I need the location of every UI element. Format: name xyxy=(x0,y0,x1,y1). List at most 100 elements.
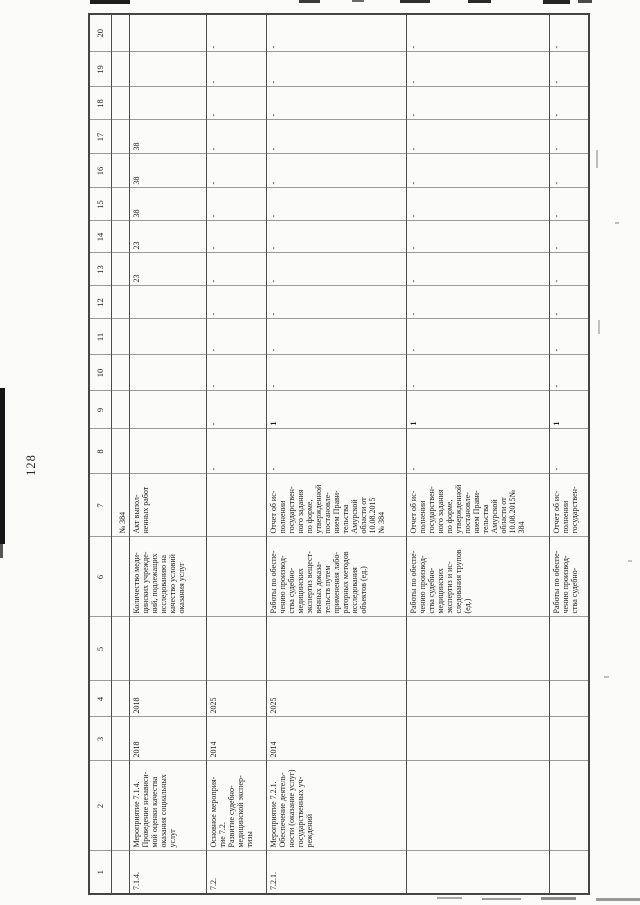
cell-row-7-2-1-col8: - xyxy=(266,429,406,474)
column-header-13: 13 xyxy=(89,253,111,286)
column-header-2: 2 xyxy=(89,761,111,851)
cell-row-7-2-col4: 2025 xyxy=(206,681,266,717)
column-header-17: 17 xyxy=(89,120,111,154)
cell-row-work-cut-col13: - xyxy=(549,253,589,286)
cell-row-work-trupov-col6: Работы по обеспе- чению производ- ства с… xyxy=(406,537,549,617)
cell-row-7-1-4-col12 xyxy=(129,286,206,319)
cell-row-7-2-col15: - xyxy=(206,188,266,221)
cell-row-continuation-col12 xyxy=(111,286,129,319)
cell-row-work-cut-col4 xyxy=(549,681,589,717)
cell-row-7-2-col13: - xyxy=(206,253,266,286)
cell-row-7-2-1-col19: - xyxy=(266,52,406,87)
cell-row-7-2-1-col1: 7.2.1. xyxy=(266,851,406,894)
cell-row-7-1-4-col1: 7.1.4. xyxy=(129,851,206,894)
column-header-9: 9 xyxy=(89,391,111,429)
program-schedule-table: 1 2 3 4 5 6 7 8 9 10 11 12 13 14 15 16 17 18 19 20 № 384 7.1.… xyxy=(88,13,590,895)
cell-row-work-cut-col6: Работы по обеспе- чению производ- ства с… xyxy=(549,537,589,617)
cell-row-work-cut-col11: - xyxy=(549,319,589,355)
cell-row-7-2-col18: - xyxy=(206,87,266,120)
cell-row-work-cut-col19: - xyxy=(549,52,589,87)
cell-row-work-cut-col8: - xyxy=(549,429,589,474)
cell-row-continuation-col5 xyxy=(111,617,129,681)
column-header-19: 19 xyxy=(89,52,111,87)
cell-row-7-2-1-col15: - xyxy=(266,188,406,221)
cell-row-continuation-col1 xyxy=(111,851,129,894)
cell-row-7-2-1-col4: 2025 xyxy=(266,681,406,717)
column-header-11: 11 xyxy=(89,319,111,355)
cell-row-continuation-col20 xyxy=(111,14,129,52)
column-header-4: 4 xyxy=(89,681,111,717)
column-header-15: 15 xyxy=(89,188,111,221)
cell-row-work-trupov-col13: - xyxy=(406,253,549,286)
column-header-1: 1 xyxy=(89,851,111,894)
cell-row-7-2-col6 xyxy=(206,537,266,617)
cell-row-work-trupov-col10: - xyxy=(406,355,549,391)
cell-row-7-2-col3: 2014 xyxy=(206,717,266,761)
cell-row-continuation-col13 xyxy=(111,253,129,286)
cell-row-7-2-1-col5 xyxy=(266,617,406,681)
cell-row-continuation-col18 xyxy=(111,87,129,120)
cell-row-7-1-4-col17: 38 xyxy=(129,120,206,154)
cell-row-work-cut-col10: - xyxy=(549,355,589,391)
cell-row-7-1-4-col3: 2018 xyxy=(129,717,206,761)
cell-row-continuation-col6 xyxy=(111,537,129,617)
cell-row-work-cut-col5 xyxy=(549,617,589,681)
cell-row-work-cut-col1 xyxy=(549,851,589,894)
cell-row-7-2-1-col16: - xyxy=(266,154,406,188)
cell-row-7-2-1-col2: Мероприятие 7.2.1. Обеспечение деятель- … xyxy=(266,761,406,851)
cell-row-work-trupov-col11: - xyxy=(406,319,549,355)
cell-row-7-2-1-col6: Работы по обеспе- чению производ- ства с… xyxy=(266,537,406,617)
cell-row-7-1-4-col4: 2018 xyxy=(129,681,206,717)
cell-row-continuation-col9 xyxy=(111,391,129,429)
cell-row-7-1-4-col6: Количество меди- цинских учрежде- ний, п… xyxy=(129,537,206,617)
cell-row-7-2-1-col11: - xyxy=(266,319,406,355)
cell-row-work-trupov-col17: - xyxy=(406,120,549,154)
column-header-8: 8 xyxy=(89,429,111,474)
cell-row-work-trupov-col2 xyxy=(406,761,549,851)
cell-row-work-trupov-col14: - xyxy=(406,221,549,253)
row-7-1-4: 7.1.4. Мероприятие 7.1.4. Проведение неза… xyxy=(129,14,206,894)
cell-row-7-2-1-col9: 1 xyxy=(266,391,406,429)
cell-row-7-2-1-col10: - xyxy=(266,355,406,391)
cell-row-work-trupov-col12: - xyxy=(406,286,549,319)
cell-row-7-1-4-col15: 38 xyxy=(129,188,206,221)
row-work-trupov: Работы по обеспе- чению производ- ства с… xyxy=(406,14,549,894)
cell-row-7-2-col1: 7.2. xyxy=(206,851,266,894)
row-7-2-1: 7.2.1. Мероприятие 7.2.1. Обеспечение дея… xyxy=(266,14,406,894)
cell-row-work-cut-col12: - xyxy=(549,286,589,319)
cell-row-continuation-col17 xyxy=(111,120,129,154)
cell-row-continuation-col3 xyxy=(111,717,129,761)
cell-row-7-1-4-col9 xyxy=(129,391,206,429)
cell-row-continuation-col19 xyxy=(111,52,129,87)
table-body: 1 2 3 4 5 6 7 8 9 10 11 12 13 14 15 16 17 18 19 20 № 384 7.1.… xyxy=(89,14,589,894)
cell-row-work-cut-col2 xyxy=(549,761,589,851)
column-header-16: 16 xyxy=(89,154,111,188)
cell-row-7-1-4-col7: Акт выпол- ненных работ xyxy=(129,474,206,537)
column-header-3: 3 xyxy=(89,717,111,761)
cell-row-work-trupov-col16: - xyxy=(406,154,549,188)
cell-row-7-2-col11: - xyxy=(206,319,266,355)
cell-row-7-2-1-col17: - xyxy=(266,120,406,154)
cell-row-7-2-1-col3: 2014 xyxy=(266,717,406,761)
cell-row-work-trupov-col18: - xyxy=(406,87,549,120)
cell-row-continuation-col10 xyxy=(111,355,129,391)
cell-row-continuation-col11 xyxy=(111,319,129,355)
row-work-cut: Работы по обеспе- чению производ- ства с… xyxy=(549,14,589,894)
column-header-12: 12 xyxy=(89,286,111,319)
cell-row-work-trupov-col15: - xyxy=(406,188,549,221)
cell-row-work-trupov-col20: - xyxy=(406,14,549,52)
cell-row-continuation-col14 xyxy=(111,221,129,253)
cell-row-7-2-col5 xyxy=(206,617,266,681)
cell-row-7-2-1-col7: Отчет об ис- полнении государствен- ного… xyxy=(266,474,406,537)
cell-row-7-1-4-col10 xyxy=(129,355,206,391)
cell-row-7-1-4-col11 xyxy=(129,319,206,355)
cell-row-7-2-1-col18: - xyxy=(266,87,406,120)
cell-row-7-2-col20: - xyxy=(206,14,266,52)
cell-row-continuation-col7: № 384 xyxy=(111,474,129,537)
cell-row-7-1-4-col14: 23 xyxy=(129,221,206,253)
cell-row-7-2-1-col14: - xyxy=(266,221,406,253)
cell-row-7-2-col14: - xyxy=(206,221,266,253)
cell-row-7-2-col2: Основное мероприя- тие 7.2. Развитие суд… xyxy=(206,761,266,851)
row-continuation: № 384 xyxy=(111,14,129,894)
